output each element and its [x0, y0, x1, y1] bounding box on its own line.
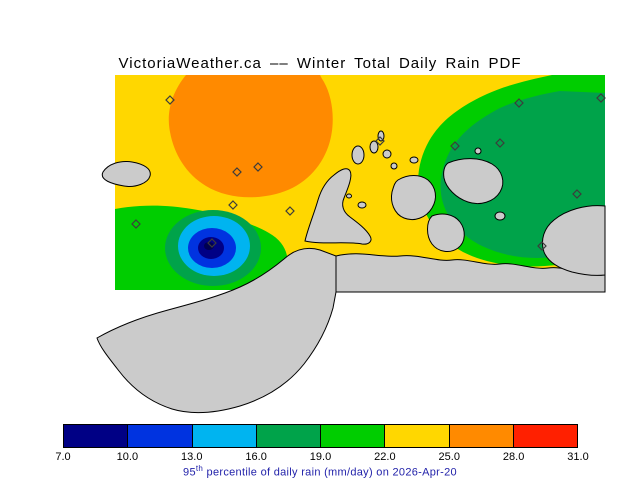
station-marker [495, 138, 505, 148]
land-group [96, 130, 606, 414]
station-marker [285, 206, 295, 216]
land-san-juan-island [391, 175, 436, 221]
station-marker [537, 241, 547, 251]
colorbar-tick-label: 10.0 [116, 451, 139, 463]
colorbar-segment [128, 425, 193, 447]
land-small-island [377, 130, 385, 142]
land-orcas-island [443, 158, 504, 205]
land-olympic-peninsula [96, 247, 337, 414]
station-marker [572, 189, 582, 199]
caption: 95th percentile of daily rain (mm/day) o… [0, 464, 640, 479]
station-marker [232, 167, 242, 177]
land-east-mainland [541, 205, 606, 276]
station-marker [207, 238, 217, 248]
land-small-island [346, 193, 352, 199]
contour-orange-region [168, 75, 333, 198]
land-small-island [357, 201, 367, 209]
station-marker [131, 219, 141, 229]
colorbar-tick-label: 25.0 [438, 451, 460, 463]
colorbar [63, 424, 578, 448]
station-marker [228, 200, 238, 210]
station-marker [165, 95, 175, 105]
station-marker [450, 141, 460, 151]
colorbar-segment [321, 425, 386, 447]
colorbar-tick-label: 19.0 [309, 451, 332, 463]
station-markers [131, 93, 606, 251]
colorbar-segment [64, 425, 129, 447]
colorbar-segment [449, 425, 514, 447]
chart-title: VictoriaWeather.ca –– Winter Total Daily… [118, 55, 522, 72]
colorbar-tick-label: 31.0 [567, 451, 589, 463]
colorbar-segment [385, 425, 450, 447]
station-marker [253, 162, 263, 172]
station-marker [514, 98, 524, 108]
colorbar-segment [256, 425, 321, 447]
land-small-island [474, 147, 482, 155]
caption-prefix: 95 [183, 466, 196, 479]
land-small-island [390, 162, 398, 170]
land-small-island [409, 156, 419, 164]
colorbar-tick-label: 16.0 [245, 451, 267, 463]
colorbar-segment [192, 425, 257, 447]
land-small-island [494, 211, 506, 221]
land-small-island [351, 145, 365, 165]
colorbar-tick-label: 7.0 [55, 451, 71, 463]
colorbar-tick-label: 13.0 [181, 451, 203, 463]
colorbar-tick-label: 28.0 [502, 451, 525, 463]
colorbar-tick-label: 22.0 [374, 451, 396, 463]
land-saanich-peninsula [304, 168, 372, 245]
station-marker [375, 136, 385, 146]
caption-superscript: th [195, 464, 204, 473]
colorbar-labels: 7.0 10.0 13.0 16.0 19.0 22.0 25.0 28.0 31.0 [55, 451, 588, 464]
colorbar-segment [513, 425, 577, 447]
land-lopez-island [427, 213, 465, 252]
land-small-island [369, 140, 379, 154]
caption-rest: percentile of daily rain (mm/day) on 202… [203, 466, 457, 479]
land-small-island [382, 149, 392, 159]
station-marker [596, 93, 606, 103]
land-island-upper-left [101, 161, 151, 187]
contour-navy-core [204, 242, 214, 250]
